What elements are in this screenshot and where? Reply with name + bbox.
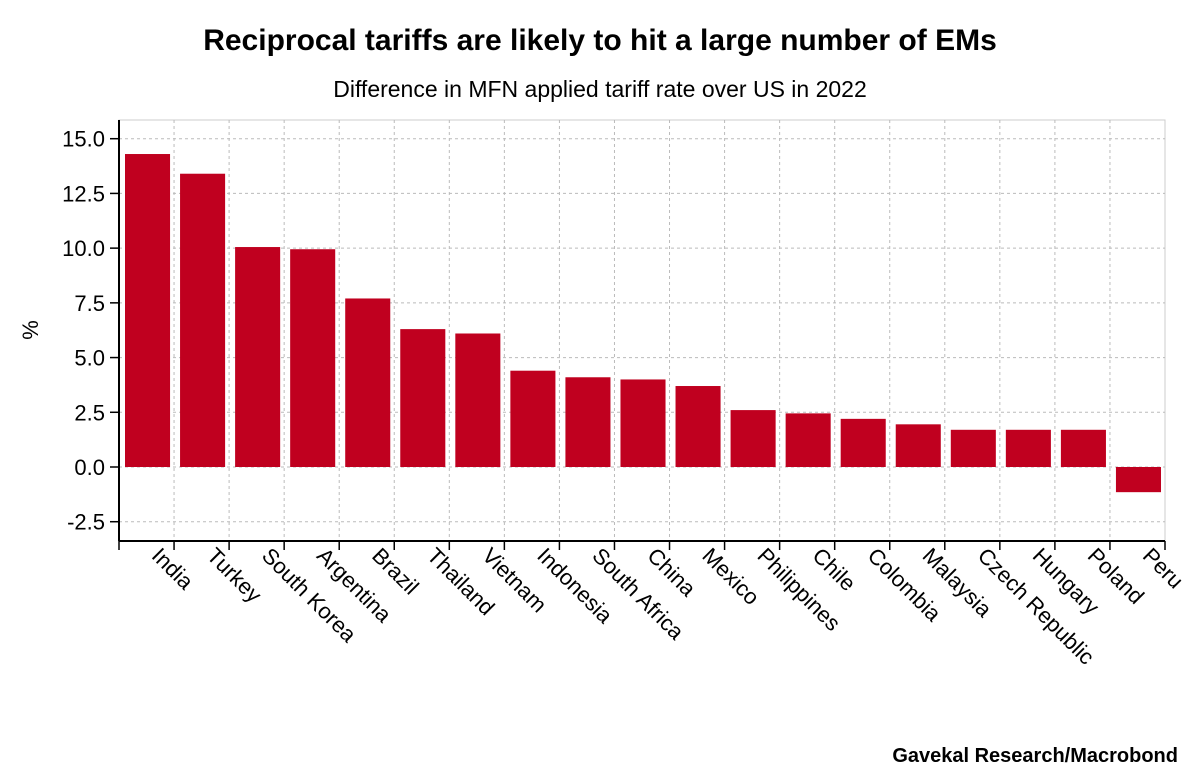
- bars: [125, 154, 1161, 493]
- bar-czech-republic: [950, 429, 996, 467]
- source-note: Gavekal Research/Macrobond: [892, 745, 1178, 767]
- y-tick-label: 0.0: [74, 455, 105, 480]
- axes: [110, 120, 1166, 550]
- y-tick-label: 12.5: [62, 181, 105, 206]
- bar-colombia: [840, 418, 886, 467]
- y-tick-label: 5.0: [74, 346, 105, 371]
- x-tick-label: Turkey: [202, 543, 267, 608]
- bar-argentina: [290, 249, 336, 467]
- y-tick-label: 10.0: [62, 236, 105, 261]
- bar-poland: [1060, 429, 1106, 467]
- bar-malaysia: [895, 424, 941, 467]
- bar-india: [125, 154, 171, 467]
- bar-vietnam: [455, 333, 501, 467]
- x-tick-label: Mexico: [698, 543, 765, 610]
- bar-brazil: [345, 298, 391, 467]
- y-tick-label: 2.5: [74, 400, 105, 425]
- y-tick-label: 7.5: [74, 291, 105, 316]
- bar-south-africa: [565, 377, 611, 467]
- bar-peru: [1115, 467, 1161, 493]
- bar-indonesia: [510, 370, 556, 467]
- y-tick-label: 15.0: [62, 127, 105, 152]
- bar-south-korea: [235, 247, 281, 467]
- x-tick-label: India: [147, 543, 199, 595]
- x-tick-label: Peru: [1138, 543, 1189, 594]
- y-tick-label: -2.5: [67, 510, 105, 535]
- bar-china: [620, 379, 666, 467]
- bar-mexico: [675, 386, 721, 467]
- chart-title: Reciprocal tariffs are likely to hit a l…: [203, 24, 997, 57]
- y-axis-label: %: [18, 320, 43, 340]
- chart-subtitle: Difference in MFN applied tariff rate ov…: [333, 76, 867, 102]
- bar-turkey: [180, 173, 226, 467]
- bar-philippines: [730, 410, 776, 467]
- bar-chile: [785, 413, 831, 467]
- bar-thailand: [400, 329, 446, 467]
- bar-hungary: [1005, 429, 1051, 467]
